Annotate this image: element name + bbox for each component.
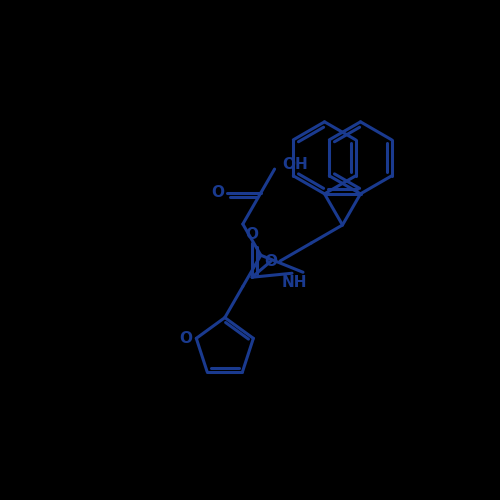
Text: O: O (246, 227, 258, 242)
Text: OH: OH (282, 156, 308, 172)
Text: O: O (179, 331, 192, 346)
Text: O: O (212, 186, 224, 200)
Text: O: O (264, 254, 278, 268)
Text: NH: NH (282, 275, 308, 290)
